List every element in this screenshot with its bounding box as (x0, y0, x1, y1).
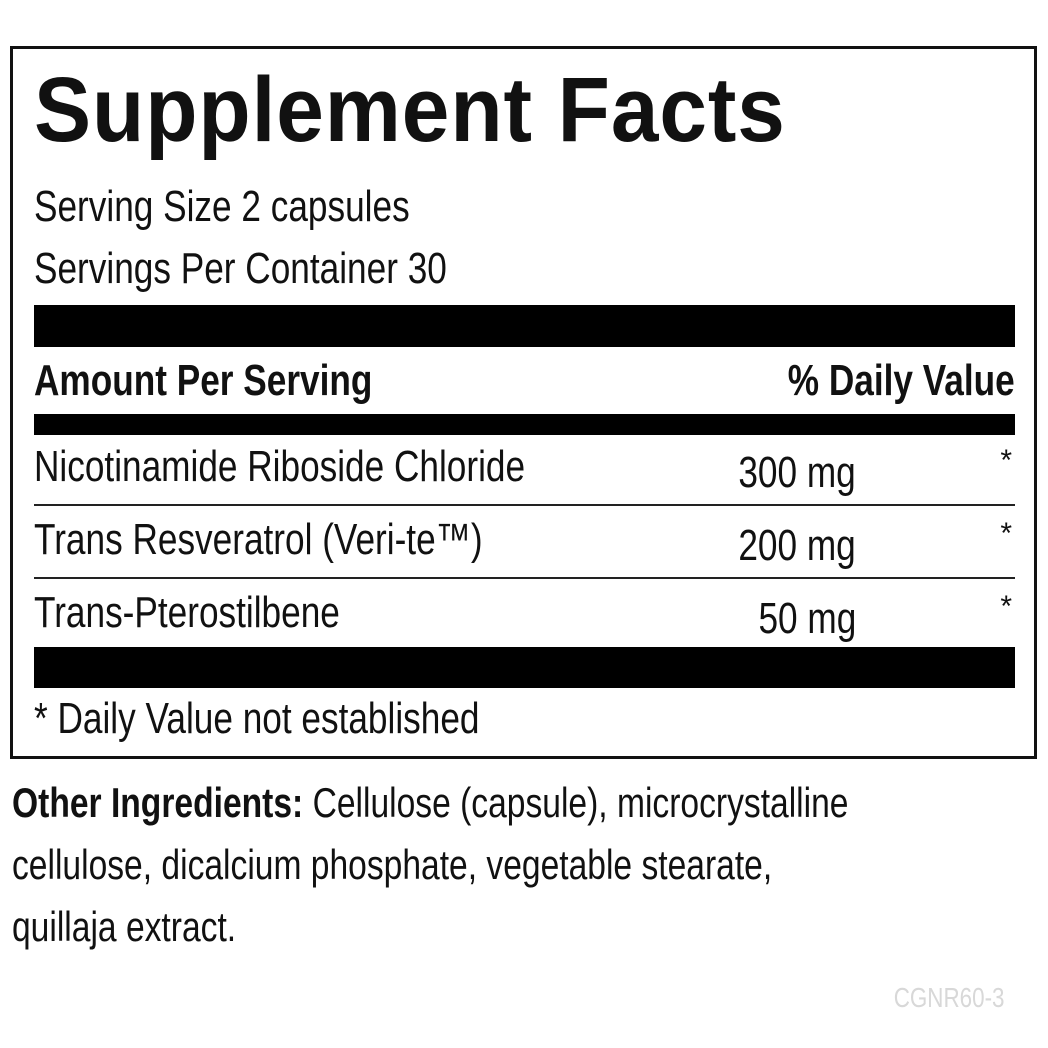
ingredient-amount-text: 300 mg (738, 448, 856, 497)
ingredient-amount: 50 mg (734, 594, 856, 644)
ingredient-amount-text: 200 mg (738, 521, 856, 570)
ingredient-dv: * (1000, 444, 1012, 477)
footnote: * Daily Value not established (34, 694, 591, 744)
panel-title-text: Supplement Facts (34, 59, 786, 161)
ingredient-dv: * (1000, 517, 1012, 550)
ingredient-name: Nicotinamide Riboside Chloride (34, 442, 648, 492)
serving-size: Serving Size 2 capsules (34, 182, 504, 232)
ingredient-amount: 200 mg (709, 521, 856, 571)
ingredient-amount-text: 50 mg (758, 594, 856, 643)
daily-value-header: % Daily Value (731, 356, 1015, 406)
thick-divider (34, 305, 1015, 347)
ingredient-name-text: Trans Resveratrol (Veri-te™) (34, 515, 483, 564)
product-code-text: CGNR60-3 (893, 982, 1004, 1013)
daily-value-header-text: % Daily Value (788, 356, 1015, 405)
ingredient-name-text: Trans-Pterostilbene (34, 588, 340, 637)
amount-header-text: Amount Per Serving (34, 356, 373, 405)
servings-per-container: Servings Per Container 30 (34, 244, 550, 294)
servings-per-container-text: Servings Per Container 30 (34, 244, 447, 293)
other-ingredients-text: Cellulose (capsule), microcrystalline (303, 779, 849, 826)
other-ingredients-line: cellulose, dicalcium phosphate, vegetabl… (12, 841, 773, 888)
row-divider (34, 504, 1015, 506)
ingredient-amount: 300 mg (709, 448, 856, 498)
other-ingredients-label: Other Ingredients: (12, 779, 304, 826)
other-ingredients: Other Ingredients: Cellulose (capsule), … (12, 772, 1048, 958)
amount-per-serving-header: Amount Per Serving (34, 356, 457, 406)
supplement-facts-panel (10, 46, 1037, 759)
ingredient-name: Trans Resveratrol (Veri-te™) (34, 515, 595, 565)
ingredient-name-text: Nicotinamide Riboside Chloride (34, 442, 526, 491)
panel-title: Supplement Facts (34, 58, 842, 163)
other-ingredients-line: Other Ingredients: Cellulose (capsule), … (12, 772, 848, 834)
thick-divider (34, 647, 1015, 688)
footnote-text: * Daily Value not established (34, 694, 480, 743)
ingredient-dv: * (1000, 590, 1012, 623)
other-ingredients-line: quillaja extract. (12, 903, 237, 950)
ingredient-name: Trans-Pterostilbene (34, 588, 416, 638)
product-code: CGNR60-3 (866, 982, 1004, 1014)
medium-divider (34, 414, 1015, 435)
row-divider (34, 577, 1015, 579)
serving-size-text: Serving Size 2 capsules (34, 182, 410, 231)
